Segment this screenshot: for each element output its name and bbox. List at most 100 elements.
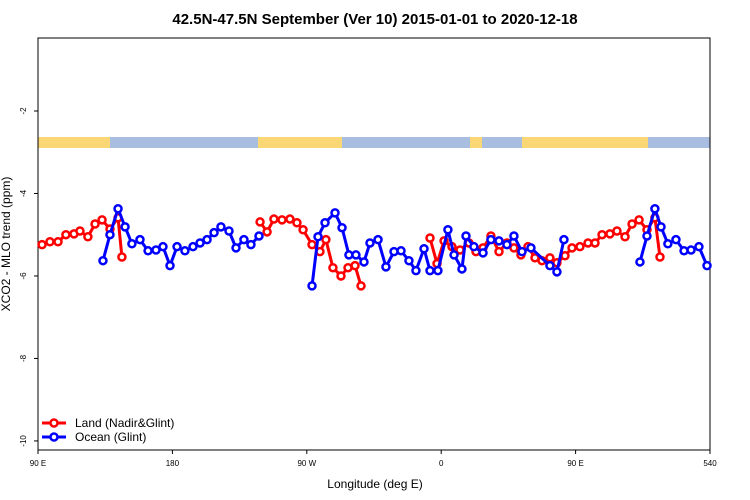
chart-title: 42.5N-47.5N September (Ver 10) 2015-01-0… <box>172 11 577 28</box>
point <box>328 262 338 273</box>
point <box>560 251 570 261</box>
point <box>443 225 453 235</box>
point <box>381 262 391 272</box>
point <box>545 260 555 271</box>
point <box>307 281 317 291</box>
point <box>224 226 234 236</box>
point <box>656 222 666 232</box>
point <box>216 222 226 232</box>
point <box>98 255 108 266</box>
point <box>298 225 308 235</box>
point <box>567 243 577 253</box>
x-axis-label: Longitude (deg E) <box>327 477 422 491</box>
point <box>486 234 496 245</box>
x-tick-label: 0 <box>439 459 444 468</box>
point <box>262 227 272 237</box>
point <box>292 218 302 228</box>
point <box>702 260 712 271</box>
point <box>75 226 85 236</box>
point <box>419 243 429 254</box>
point <box>143 246 153 256</box>
point <box>502 239 512 250</box>
point <box>635 257 645 267</box>
y-tick-label: -10 <box>19 435 28 447</box>
point <box>83 232 93 242</box>
legend <box>39 412 184 446</box>
land-band <box>522 137 648 148</box>
point <box>694 241 704 252</box>
point <box>509 243 519 253</box>
ocean-band <box>38 137 710 148</box>
point <box>45 236 55 247</box>
point <box>255 217 265 227</box>
point <box>53 236 63 247</box>
point <box>425 233 435 243</box>
point <box>336 271 346 281</box>
point <box>239 234 249 245</box>
point <box>433 265 443 276</box>
point <box>180 246 190 256</box>
point <box>686 245 696 255</box>
point <box>559 234 569 245</box>
point <box>195 238 205 248</box>
point <box>320 218 330 228</box>
point <box>411 265 421 276</box>
point <box>359 257 369 267</box>
point <box>612 226 622 236</box>
point <box>650 203 660 214</box>
point <box>590 238 600 248</box>
point <box>517 246 527 257</box>
x-tick-label: 90 E <box>567 459 583 468</box>
point <box>671 234 681 245</box>
point <box>663 239 673 249</box>
point <box>337 222 347 233</box>
y-axis-label: XCO2 - MLO trend (ppm) <box>0 177 13 312</box>
x-tick-label: 90 E <box>30 459 46 468</box>
point <box>356 281 366 291</box>
point <box>285 214 295 224</box>
point <box>655 252 665 262</box>
point <box>321 234 331 245</box>
point <box>90 219 100 229</box>
point <box>365 238 375 248</box>
point <box>231 243 241 253</box>
point <box>254 231 264 241</box>
point <box>469 241 479 252</box>
x-tick-label: 90 W <box>297 459 316 468</box>
land-band <box>470 137 482 148</box>
point <box>188 241 198 252</box>
point <box>307 239 317 250</box>
point <box>37 239 47 250</box>
point <box>165 260 175 271</box>
legend-label: Land (Nadir&Glint) <box>75 416 174 430</box>
point <box>350 260 360 271</box>
point <box>642 231 652 241</box>
point <box>545 253 555 263</box>
point <box>277 215 287 225</box>
point <box>494 246 504 257</box>
point <box>105 229 115 240</box>
point <box>209 227 219 238</box>
point <box>97 215 107 225</box>
land-band <box>258 137 342 148</box>
point <box>494 236 504 246</box>
y-tick-label: -6 <box>19 272 28 280</box>
point <box>246 239 256 250</box>
point <box>151 245 161 255</box>
legend-marker <box>49 418 59 428</box>
point <box>113 203 123 214</box>
point <box>158 241 168 252</box>
point <box>634 215 644 225</box>
point <box>526 243 536 253</box>
y-tick-label: -2 <box>19 107 28 115</box>
point <box>127 239 137 249</box>
point <box>172 241 182 252</box>
point <box>135 234 145 245</box>
point <box>351 250 361 260</box>
legend-marker <box>49 432 59 442</box>
point <box>575 241 585 252</box>
point <box>620 232 630 242</box>
point <box>120 222 130 232</box>
point <box>269 214 279 224</box>
